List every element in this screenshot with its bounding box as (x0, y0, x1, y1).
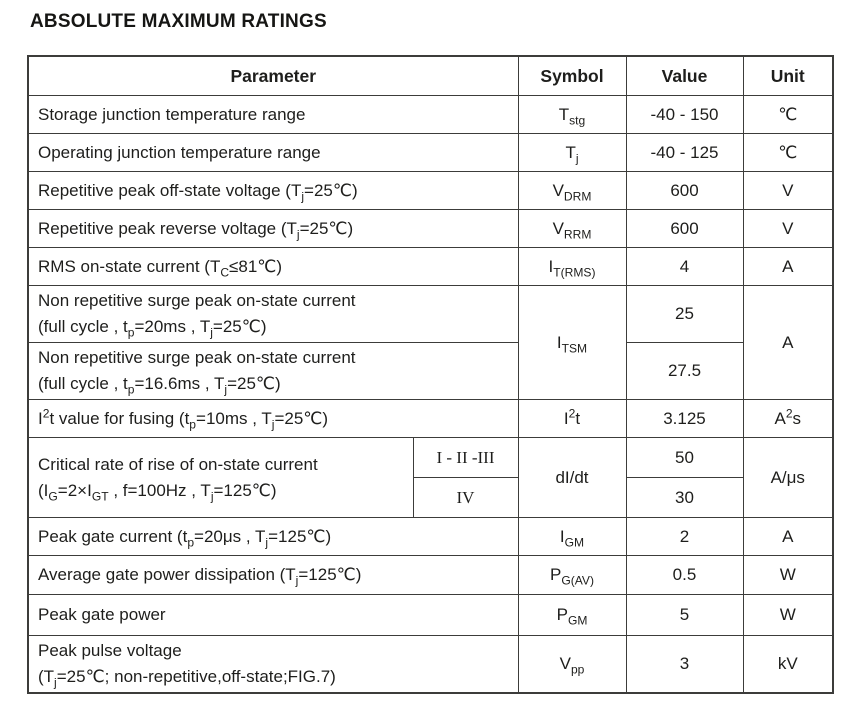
vrrm-unit: V (742, 209, 834, 248)
operating-value: -40 - 125 (625, 133, 744, 172)
itsm-symbol: ITSM (517, 285, 627, 400)
pgm-unit: W (742, 594, 834, 636)
vrrm-value: 600 (625, 209, 744, 248)
itsm-unit: A (742, 285, 834, 400)
row-pgav: Average gate power dissipation (Tj=125℃)… (27, 555, 834, 595)
vrrm-symbol: VRRM (517, 209, 627, 248)
pgav-symbol: PG(AV) (517, 555, 627, 595)
operating-symbol: Tj (517, 133, 627, 172)
row-it-rms: RMS on-state current (TC≤81℃) IT(RMS) 4 … (27, 247, 834, 286)
vpp-unit: kV (742, 635, 834, 694)
pgav-value: 0.5 (625, 555, 744, 595)
itsm-20ms-parameter: Non repetitive surge peak on-state curre… (27, 285, 519, 343)
row-vrrm: Repetitive peak reverse voltage (Tj=25℃)… (27, 209, 834, 248)
vrrm-parameter: Repetitive peak reverse voltage (Tj=25℃) (27, 209, 519, 248)
itrms-value: 4 (625, 247, 744, 286)
i2t-value: 3.125 (625, 399, 744, 438)
pgm-parameter: Peak gate power (27, 594, 519, 636)
row-itsm-16-6ms: Non repetitive surge peak on-state curre… (27, 342, 833, 400)
vpp-parameter: Peak pulse voltage (Tj=25℃; non-repetitiv… (27, 635, 519, 694)
row-didt-class-iv: IV 30 (28, 477, 833, 518)
row-didt-class-i-ii-iii: Critical rate of rise of on-state curren… (27, 437, 834, 518)
row-vdrm: Repetitive peak off-state voltage (Tj=25… (27, 171, 834, 210)
row-vpp: Peak pulse voltage (Tj=25℃; non-repetitiv… (27, 635, 834, 694)
row-itsm-20ms: Non repetitive surge peak on-state curre… (27, 285, 834, 400)
pgav-unit: W (742, 555, 834, 595)
vdrm-value: 600 (625, 171, 744, 210)
vdrm-unit: V (742, 171, 834, 210)
col-header-unit: Unit (742, 55, 834, 96)
didt-value-class-a: 50 (625, 437, 744, 478)
pgav-parameter: Average gate power dissipation (Tj=125℃) (27, 555, 519, 595)
didt-value-class-b: 30 (625, 477, 744, 518)
operating-parameter: Operating junction temperature range (27, 133, 519, 172)
header-row: Parameter Symbol Value Unit (27, 55, 834, 96)
storage-symbol: Tstg (517, 95, 627, 134)
didt-unit: A/μs (742, 437, 834, 518)
didt-parameter: Critical rate of rise of on-state curren… (27, 437, 414, 518)
itrms-parameter: RMS on-state current (TC≤81℃) (27, 247, 519, 286)
row-i2t: I2t value for fusing (tp=10ms , Tj=25℃) … (27, 399, 834, 438)
pgm-symbol: PGM (517, 594, 627, 636)
col-header-value: Value (625, 55, 744, 96)
storage-value: -40 - 150 (625, 95, 744, 134)
vpp-symbol: Vpp (517, 635, 627, 694)
pgm-value: 5 (625, 594, 744, 636)
itsm-16-6ms-value: 27.5 (625, 342, 744, 400)
col-header-parameter: Parameter (27, 55, 519, 96)
didt-class-group-a: I - II -III (412, 437, 519, 478)
didt-symbol: dI/dt (517, 437, 627, 518)
itrms-symbol: IT(RMS) (517, 247, 627, 286)
row-igm: Peak gate current (tp=20μs , Tj=125℃) IG… (27, 517, 834, 556)
i2t-parameter: I2t value for fusing (tp=10ms , Tj=25℃) (27, 399, 519, 438)
vdrm-parameter: Repetitive peak off-state voltage (Tj=25… (27, 171, 519, 210)
itsm-20ms-value: 25 (625, 285, 744, 343)
igm-unit: A (742, 517, 834, 556)
i2t-unit: A2s (742, 399, 834, 438)
vpp-value: 3 (625, 635, 744, 694)
igm-symbol: IGM (517, 517, 627, 556)
row-pgm: Peak gate power PGM 5 W (27, 594, 834, 636)
i2t-symbol: I2t (517, 399, 627, 438)
col-header-symbol: Symbol (517, 55, 627, 96)
itsm-16-6ms-parameter: Non repetitive surge peak on-state curre… (27, 342, 519, 400)
vdrm-symbol: VDRM (517, 171, 627, 210)
row-operating-temp: Operating junction temperature range Tj … (27, 133, 834, 172)
didt-class-group-b: IV (412, 477, 519, 518)
absolute-maximum-ratings-table: Parameter Symbol Value Unit Storage junc… (27, 55, 834, 694)
storage-parameter: Storage junction temperature range (27, 95, 519, 134)
storage-unit: ℃ (742, 95, 834, 134)
itrms-unit: A (742, 247, 834, 286)
igm-value: 2 (625, 517, 744, 556)
page-title: ABSOLUTE MAXIMUM RATINGS (30, 11, 327, 32)
operating-unit: ℃ (742, 133, 834, 172)
row-storage-temp: Storage junction temperature range Tstg … (27, 95, 834, 134)
igm-parameter: Peak gate current (tp=20μs , Tj=125℃) (27, 517, 519, 556)
